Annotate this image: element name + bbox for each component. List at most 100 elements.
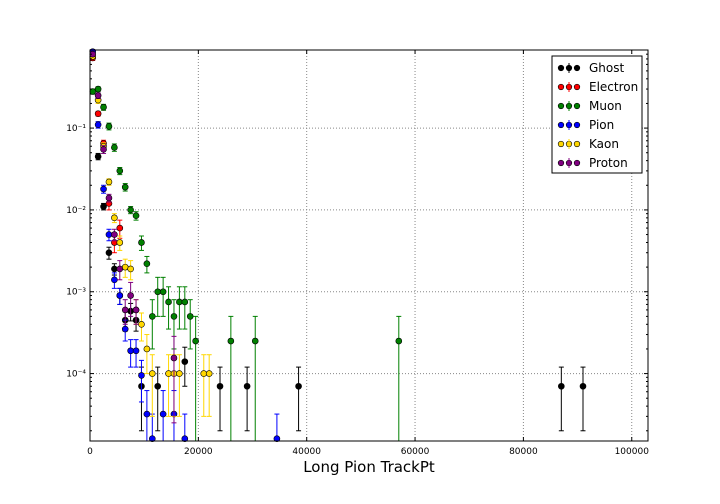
data-point — [127, 265, 134, 273]
data-point — [116, 224, 124, 232]
data-point — [116, 292, 124, 299]
x-tick-label: 20000 — [184, 447, 213, 457]
data-point — [243, 382, 251, 390]
y-tick-label: 10⁻⁴ — [66, 370, 86, 380]
legend-marker — [557, 121, 565, 129]
legend-marker — [557, 159, 565, 167]
x-tick-label: 60000 — [401, 447, 430, 457]
data-point — [395, 337, 403, 345]
data-point — [116, 265, 124, 273]
data-point — [181, 358, 189, 365]
y-tick-label: 10⁻¹ — [66, 124, 86, 134]
data-point — [186, 313, 194, 320]
legend-item-electron: Electron — [557, 80, 638, 94]
data-point — [205, 370, 213, 377]
data-point — [138, 239, 145, 246]
data-point — [154, 288, 162, 296]
series-pion — [89, 48, 281, 443]
data-point — [143, 260, 151, 268]
data-point — [132, 212, 140, 219]
data-point — [138, 321, 145, 328]
legend-label: Kaon — [589, 137, 619, 151]
axis-ticks: 0 20000 40000 60000 80000 100000 10⁻⁴ 10⁻³ 10⁻² 1… — [66, 49, 650, 457]
data-point — [159, 288, 167, 296]
legend-item-kaon: Kaon — [557, 137, 619, 151]
data-point — [200, 370, 208, 377]
legend-marker — [573, 159, 581, 167]
data-point — [181, 435, 189, 443]
data-point — [558, 382, 565, 390]
data-point — [170, 354, 178, 362]
data-point — [165, 298, 172, 306]
legend-item-ghost: Ghost — [557, 61, 624, 75]
data-point — [116, 167, 124, 175]
data-point — [94, 92, 102, 99]
data-point — [111, 265, 118, 273]
data-point — [127, 347, 134, 355]
data-point — [94, 85, 102, 93]
legend-marker — [573, 121, 581, 129]
legend-label: Electron — [589, 80, 638, 94]
data-point — [111, 214, 118, 222]
series-proton — [89, 50, 178, 424]
legend-box — [551, 55, 643, 174]
data-point — [105, 194, 113, 202]
data-point — [111, 276, 118, 284]
data-point — [216, 382, 224, 390]
legend-marker — [573, 64, 581, 72]
legend-marker — [573, 102, 581, 110]
data-point — [192, 337, 199, 345]
legend-marker — [557, 140, 565, 148]
data-point — [176, 298, 183, 306]
data-point — [94, 110, 102, 117]
data-point — [100, 146, 107, 153]
data-point — [170, 313, 178, 320]
data-point — [159, 410, 167, 418]
x-tick-label: 80000 — [509, 447, 538, 457]
x-tick-label: 100000 — [615, 447, 650, 457]
data-point — [100, 185, 107, 193]
y-tick-label: 10⁻² — [66, 206, 86, 216]
data-point — [165, 370, 172, 377]
x-tick-label: 0 — [87, 447, 93, 457]
data-point — [105, 231, 113, 238]
x-axis-label: Long Pion TrackPt — [303, 458, 435, 476]
data-point — [132, 306, 140, 314]
legend-item-proton: Proton — [557, 156, 628, 170]
legend-marker — [557, 83, 565, 91]
data-point — [121, 325, 129, 333]
data-point — [116, 239, 124, 246]
data-point — [273, 435, 281, 443]
y-tick-label: 10⁻³ — [66, 288, 86, 298]
data-point — [121, 306, 129, 314]
data-point — [138, 372, 145, 379]
data-points — [89, 48, 587, 443]
data-point — [149, 370, 156, 377]
series-electron — [89, 54, 124, 254]
data-point — [579, 382, 587, 390]
data-point — [149, 435, 156, 443]
data-point — [251, 337, 259, 345]
data-point — [105, 123, 113, 130]
data-point — [181, 298, 189, 306]
legend-marker — [573, 140, 581, 148]
data-point — [149, 313, 156, 320]
data-point — [154, 382, 162, 390]
data-point — [143, 345, 151, 353]
plot-frame — [89, 49, 649, 442]
data-point — [143, 410, 151, 418]
data-point — [127, 292, 134, 299]
data-point — [111, 231, 118, 238]
data-point — [94, 121, 102, 128]
legend-label: Pion — [589, 118, 614, 132]
data-point — [176, 370, 183, 377]
data-point — [100, 103, 107, 111]
legend-marker — [557, 102, 565, 110]
legend-marker — [557, 64, 565, 72]
data-point — [100, 203, 107, 210]
x-tick-label: 40000 — [292, 447, 321, 457]
data-point — [105, 178, 113, 186]
legend-item-muon: Muon — [557, 99, 622, 113]
legend-marker — [573, 83, 581, 91]
